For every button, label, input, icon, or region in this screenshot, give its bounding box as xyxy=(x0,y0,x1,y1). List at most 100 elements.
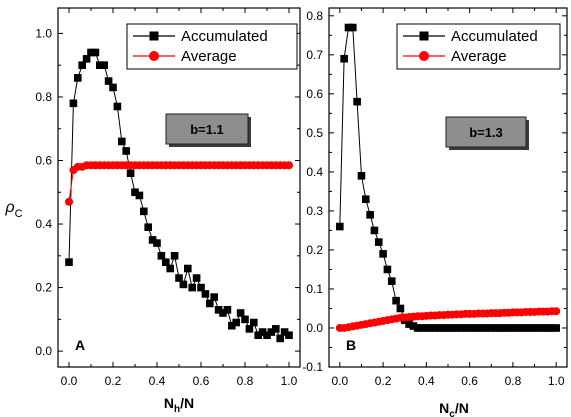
data-point-square xyxy=(474,324,483,332)
data-point-square xyxy=(197,283,205,292)
x-axis-label-tail: /N xyxy=(455,400,469,416)
data-point-square xyxy=(496,324,504,332)
data-point-square xyxy=(513,324,522,332)
data-point-square xyxy=(461,324,470,332)
data-point-square xyxy=(175,274,183,282)
x-axis-label-tail: /N xyxy=(180,395,194,411)
series-line xyxy=(68,164,289,202)
data-point-square xyxy=(104,77,113,85)
data-point-square xyxy=(413,324,422,332)
y-tick-label: 0.8 xyxy=(306,9,323,23)
series-accumulated xyxy=(65,48,293,343)
data-point-square xyxy=(366,211,374,219)
data-point-square xyxy=(87,48,95,57)
series-average xyxy=(335,307,561,332)
data-point-square xyxy=(353,97,361,106)
data-point-square xyxy=(184,264,192,273)
x-tick-label: 0.6 xyxy=(461,374,478,388)
y-axis-label: ρC xyxy=(4,199,22,220)
data-point-square xyxy=(522,324,530,332)
data-point-square xyxy=(96,61,104,69)
y-tick-label: 0.0 xyxy=(306,321,323,335)
data-point-square xyxy=(552,324,560,332)
x-tick-label: 0.8 xyxy=(505,374,522,388)
data-point-square xyxy=(285,331,293,340)
data-point-square xyxy=(535,324,543,332)
annotation-text: b=1.1 xyxy=(190,122,224,137)
x-tick-label: 0.4 xyxy=(149,374,166,388)
data-point-square xyxy=(448,324,457,332)
data-point-square xyxy=(465,324,474,332)
data-point-square xyxy=(179,280,188,289)
data-point-square xyxy=(140,207,148,216)
data-point-square xyxy=(548,324,556,332)
data-point-square xyxy=(223,306,232,314)
data-point-square xyxy=(122,147,130,155)
data-point-square xyxy=(422,324,431,332)
legend-marker-circle xyxy=(149,51,159,61)
panel-label: B xyxy=(346,337,356,353)
data-point-circle xyxy=(65,197,73,206)
annotation-box xyxy=(445,116,527,148)
data-point-square xyxy=(214,306,223,314)
data-point-square xyxy=(361,195,370,204)
data-point-square xyxy=(470,324,478,332)
data-point-square xyxy=(228,321,236,330)
data-point-square xyxy=(126,169,135,178)
data-point-square xyxy=(439,324,448,332)
x-tick-label: 0.6 xyxy=(193,374,210,388)
data-point-square xyxy=(530,324,539,332)
data-point-square xyxy=(263,331,271,340)
data-point-circle xyxy=(285,161,293,170)
panel-b: 0.0 0.2 0.4 0.6 0.8 1.0 -0.1 0.0 0.1 0.2 0.3 0.4 0.5… xyxy=(302,7,568,417)
data-point-square xyxy=(166,264,174,273)
data-point-square xyxy=(192,274,201,282)
data-point-square xyxy=(431,324,439,332)
data-point-square xyxy=(131,188,139,197)
data-point-square xyxy=(170,252,179,260)
x-tick-label: 0.2 xyxy=(105,374,122,388)
panel-a: 0.0 0.2 0.4 0.6 0.8 1.0 0.0 0.2 0.4 0.6 0.8 1.0 Accu… xyxy=(35,7,301,415)
data-point-square xyxy=(379,250,387,258)
data-point-square xyxy=(267,328,276,336)
data-point-square xyxy=(357,171,366,180)
series-average xyxy=(65,161,293,206)
data-point-square xyxy=(396,304,405,313)
data-point-square xyxy=(206,299,214,308)
legend-marker-square xyxy=(149,31,159,41)
data-point-square xyxy=(539,324,547,332)
data-point-square xyxy=(405,320,413,328)
data-point-square xyxy=(82,55,91,63)
x-axis-label-main: N xyxy=(164,395,174,411)
data-point-square xyxy=(280,328,289,336)
data-point-square xyxy=(188,283,196,292)
data-point-square xyxy=(109,83,117,92)
data-point-square xyxy=(276,334,284,343)
x-axis-label: Nc/N xyxy=(439,400,469,417)
series-line xyxy=(339,27,557,329)
legend-label: Average xyxy=(451,48,507,65)
data-point-square xyxy=(232,318,240,327)
data-point-square xyxy=(509,324,517,332)
y-axis-label-main: ρ xyxy=(4,199,14,216)
x-axis-label-sub: h xyxy=(174,404,180,415)
data-point-square xyxy=(452,324,461,332)
data-point-square xyxy=(258,328,267,336)
data-point-square xyxy=(349,23,357,32)
data-point-square xyxy=(210,293,218,301)
data-point-square xyxy=(487,324,496,332)
data-point-square xyxy=(153,239,161,247)
x-axis-label-main: N xyxy=(439,400,449,416)
x-tick-label: 0.2 xyxy=(375,374,392,388)
data-point-square xyxy=(254,331,262,340)
y-axis-label-sub: C xyxy=(15,208,23,220)
y-tick-label: 0.2 xyxy=(306,243,323,257)
y-tick-label: 0.2 xyxy=(35,281,52,295)
legend-label: Accumulated xyxy=(451,28,538,45)
data-point-square xyxy=(526,324,535,332)
data-point-square xyxy=(250,318,258,327)
series-line xyxy=(68,52,290,340)
data-point-square xyxy=(418,324,426,332)
y-tick-label: 0.6 xyxy=(35,153,52,167)
